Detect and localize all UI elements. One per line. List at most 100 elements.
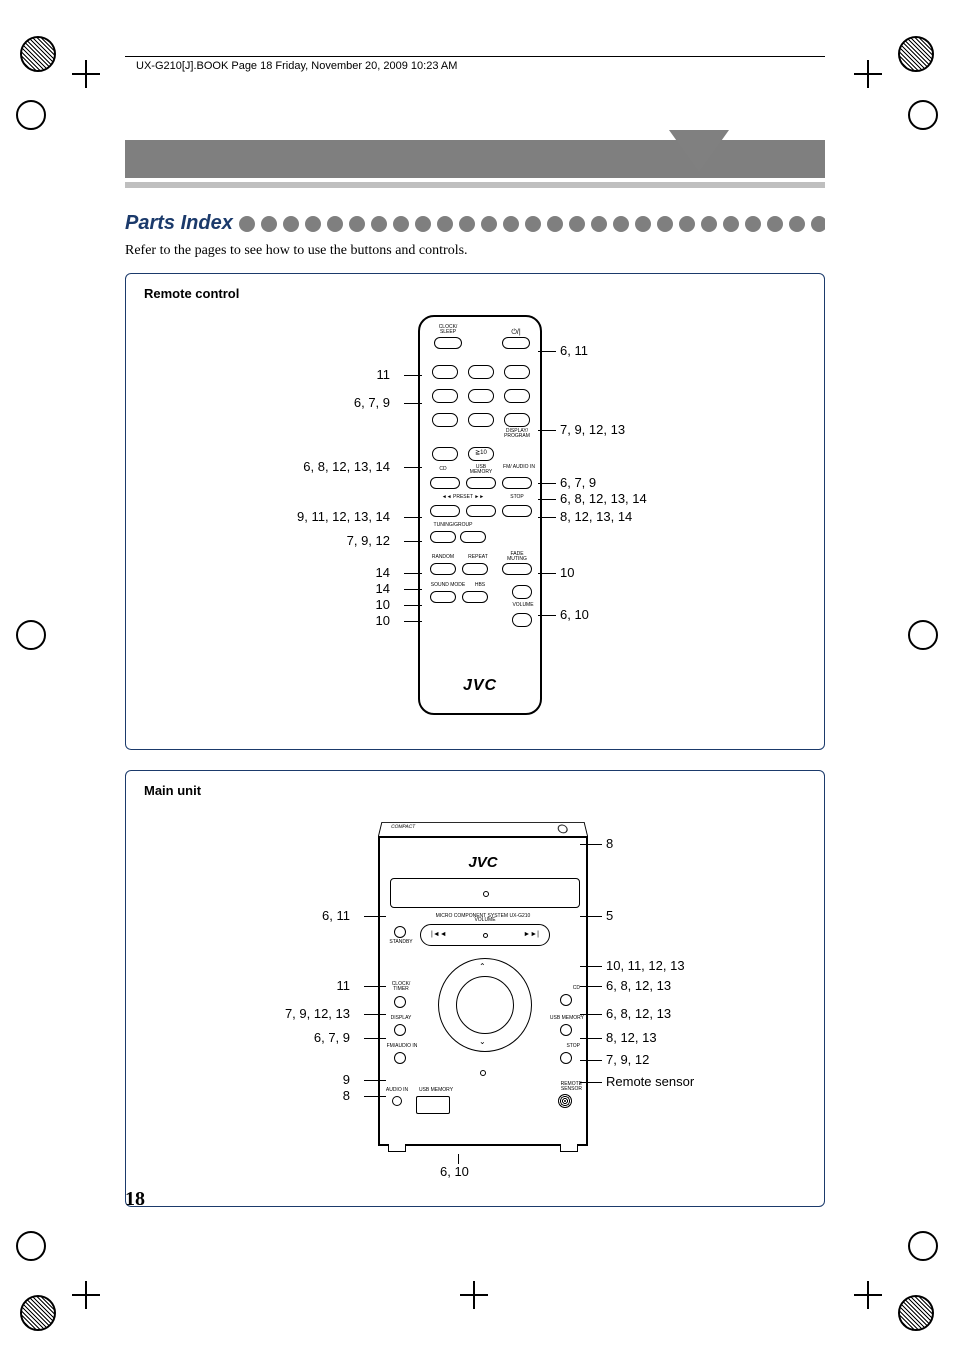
callout-label: 7, 9, 12 — [606, 1052, 649, 1067]
decor-dot — [371, 216, 387, 232]
callout-label: 9 — [343, 1072, 350, 1087]
bar-dot-icon — [483, 933, 488, 938]
remote-body: CLOCK/ SLEEP ⏻/| DISPLAY/ PROGRAM — [418, 315, 542, 715]
content-area: Parts Index Refer to the pages to see ho… — [125, 140, 825, 1227]
reg-circle-icon — [16, 1231, 46, 1261]
btn-label-fm: FM/ AUDIO IN — [502, 465, 536, 470]
lead-line — [364, 986, 386, 987]
lead-line — [364, 1096, 386, 1097]
reg-mark-icon — [898, 1295, 934, 1331]
crop-mark-icon — [72, 60, 100, 88]
decor-dot — [349, 216, 365, 232]
btn-label-volume: VOLUME — [506, 603, 540, 608]
btn-label-stop: STOP — [504, 495, 530, 500]
num-8-button — [468, 413, 494, 427]
lead-line — [580, 844, 602, 845]
btn-label-cd: CD — [428, 467, 458, 472]
reg-mark-icon — [898, 36, 934, 72]
stop-label: STOP — [552, 1044, 580, 1049]
decor-dot — [789, 216, 805, 232]
btn-label-display-program: DISPLAY/ PROGRAM — [502, 429, 532, 439]
reg-circle-icon — [908, 1231, 938, 1261]
num-5-button — [468, 389, 494, 403]
callout-label: 10 — [560, 565, 574, 580]
usb-button — [466, 477, 496, 489]
intro-text: Refer to the pages to see how to use the… — [125, 243, 825, 259]
callout-label: Remote sensor — [606, 1074, 694, 1089]
num-4-button — [432, 389, 458, 403]
lead-line — [580, 966, 602, 967]
callout-label: 6, 7, 9 — [354, 395, 390, 410]
callout-label: 8, 12, 13, 14 — [560, 509, 632, 524]
unit-body: JVC MICRO COMPONENT SYSTEM UX-G210 VOLUM… — [378, 836, 588, 1146]
crop-mark-icon — [460, 1281, 488, 1309]
num-9-button — [504, 413, 530, 427]
volume-bar: VOLUME |◄◄ ►►| — [420, 924, 550, 946]
callout-label: 9, 11, 12, 13, 14 — [297, 509, 390, 524]
callout-label: 5 — [606, 908, 613, 923]
usb-play-button — [560, 1024, 572, 1036]
callout-label: 8 — [606, 836, 613, 851]
callout-label: 14 — [376, 581, 390, 596]
lead-line — [404, 517, 422, 518]
audio-in-jack-icon — [392, 1096, 402, 1106]
reg-circle-icon — [16, 100, 46, 130]
page: UX-G210[J].BOOK Page 18 Friday, November… — [0, 0, 954, 1351]
usb-mem2-label: USB MEMORY — [544, 1016, 584, 1021]
callout-label: 6, 8, 12, 13 — [606, 1006, 671, 1021]
callout-label: 8, 12, 13 — [606, 1030, 657, 1045]
decor-dot — [525, 216, 541, 232]
callout-label: 10, 11, 12, 13 — [606, 958, 685, 973]
volume-up-arrow-icon: ⌃ — [479, 963, 486, 971]
unit-foot-right — [560, 1144, 578, 1152]
decor-dots — [239, 216, 825, 232]
decor-dot — [239, 216, 255, 232]
top-compact-label: COMPACT — [390, 825, 415, 829]
decor-dot — [415, 216, 431, 232]
callout-label: 7, 9, 12, 13 — [285, 1006, 350, 1021]
header-rule — [125, 56, 825, 57]
callout-label: 6, 11 — [560, 343, 588, 358]
decor-dot — [503, 216, 519, 232]
decor-dot — [657, 216, 673, 232]
btn-label-soundmode: SOUND MODE — [428, 583, 468, 588]
decor-dot — [393, 216, 409, 232]
lead-line — [404, 467, 422, 468]
reg-circle-icon — [908, 620, 938, 650]
audio-in-label: AUDIO IN — [382, 1088, 412, 1093]
remote-logo: JVC — [420, 677, 540, 695]
decor-dot — [283, 216, 299, 232]
callout-label: 8 — [343, 1088, 350, 1103]
lead-line — [580, 1060, 602, 1061]
clock-timer-button — [394, 996, 406, 1008]
decor-dot — [327, 216, 343, 232]
unit-figure-label: Main unit — [144, 783, 806, 798]
lead-line — [580, 1038, 602, 1039]
callout-label: 6, 10 — [560, 607, 589, 622]
lead-line — [364, 1038, 386, 1039]
lead-line — [364, 1014, 386, 1015]
reg-circle-icon — [16, 620, 46, 650]
btn-label-clock-sleep: CLOCK/ SLEEP — [434, 325, 462, 335]
lead-line — [580, 916, 602, 917]
clock-sleep-button — [434, 337, 462, 349]
cd-label: CD — [552, 986, 580, 991]
fm-audio-label: FM/AUDIO IN — [382, 1044, 422, 1049]
remote-sensor-icon — [558, 1094, 572, 1108]
num-7-button — [432, 413, 458, 427]
callout-label: 14 — [376, 565, 390, 580]
hbs-button — [462, 591, 488, 603]
center-dot-icon — [480, 1070, 486, 1076]
lead-line — [538, 351, 556, 352]
lead-line — [538, 430, 556, 431]
decor-dot — [459, 216, 475, 232]
lead-line — [404, 403, 422, 404]
decor-dot — [437, 216, 453, 232]
volume-down-button — [512, 613, 532, 627]
unit-stop-button — [560, 1052, 572, 1064]
next-icon: ►►| — [523, 931, 539, 938]
bottom-callout-label: 6, 10 — [440, 1164, 469, 1179]
decor-dot — [811, 216, 825, 232]
lead-line — [404, 589, 422, 590]
unit-top-panel: COMPACT — [378, 822, 588, 836]
